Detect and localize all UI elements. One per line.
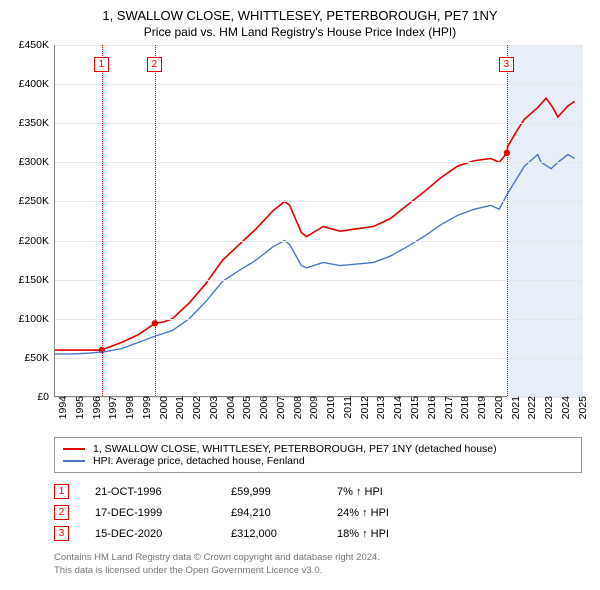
sale-date: 17-DEC-1999 <box>95 507 205 519</box>
x-tick-label: 2021 <box>504 396 522 419</box>
x-tick-label: 2007 <box>269 396 287 419</box>
series-hpi <box>55 155 575 354</box>
sale-marker: 2 <box>147 57 162 72</box>
y-tick-label: £50K <box>24 352 55 364</box>
x-tick-label: 2010 <box>319 396 337 419</box>
y-tick-label: £200K <box>19 235 55 247</box>
legend-item: 1, SWALLOW CLOSE, WHITTLESEY, PETERBOROU… <box>63 443 573 455</box>
footer-line-2: This data is licensed under the Open Gov… <box>54 565 590 578</box>
x-tick-label: 2020 <box>487 396 505 419</box>
legend-label: 1, SWALLOW CLOSE, WHITTLESEY, PETERBOROU… <box>93 443 497 455</box>
title-address: 1, SWALLOW CLOSE, WHITTLESEY, PETERBOROU… <box>10 8 590 23</box>
x-tick-label: 2017 <box>437 396 455 419</box>
sale-marker-cell: 2 <box>54 505 69 520</box>
x-tick-label: 2013 <box>369 396 387 419</box>
title-block: 1, SWALLOW CLOSE, WHITTLESEY, PETERBOROU… <box>10 8 590 39</box>
x-tick-label: 2025 <box>571 396 589 419</box>
sale-price: £312,000 <box>231 528 311 540</box>
footer: Contains HM Land Registry data © Crown c… <box>54 552 590 578</box>
series-subject <box>55 98 575 350</box>
x-tick-label: 2012 <box>353 396 371 419</box>
sales-table: 1 21-OCT-1996 £59,999 7% ↑ HPI 2 17-DEC-1999 £… <box>54 481 574 544</box>
x-tick-label: 2022 <box>520 396 538 419</box>
chart-container: 1, SWALLOW CLOSE, WHITTLESEY, PETERBOROU… <box>0 0 600 590</box>
sale-row: 1 21-OCT-1996 £59,999 7% ↑ HPI <box>54 481 574 502</box>
legend: 1, SWALLOW CLOSE, WHITTLESEY, PETERBOROU… <box>54 437 582 473</box>
x-tick-label: 2014 <box>386 396 404 419</box>
x-tick-label: 1999 <box>135 396 153 419</box>
sale-marker: 3 <box>499 57 514 72</box>
x-tick-label: 2009 <box>302 396 320 419</box>
chart-svg <box>55 45 582 396</box>
x-tick-label: 2015 <box>403 396 421 419</box>
y-tick-label: £250K <box>19 195 55 207</box>
y-tick-label: £400K <box>19 78 55 90</box>
legend-swatch <box>63 460 85 462</box>
legend-swatch <box>63 448 85 450</box>
y-tick-label: £350K <box>19 117 55 129</box>
x-tick-label: 2008 <box>286 396 304 419</box>
x-tick-label: 1996 <box>85 396 103 419</box>
y-tick-label: £450K <box>19 39 55 51</box>
x-tick-label: 2011 <box>336 396 354 419</box>
x-tick-label: 2023 <box>537 396 555 419</box>
sale-price: £59,999 <box>231 486 311 498</box>
x-tick-label: 1994 <box>51 396 69 419</box>
sale-marker-cell: 3 <box>54 526 69 541</box>
x-tick-label: 2003 <box>202 396 220 419</box>
x-tick-label: 1995 <box>68 396 86 419</box>
sale-marker: 1 <box>94 57 109 72</box>
x-tick-label: 2019 <box>470 396 488 419</box>
x-tick-label: 2005 <box>235 396 253 419</box>
sale-diff: 24% ↑ HPI <box>337 507 447 519</box>
footer-line-1: Contains HM Land Registry data © Crown c… <box>54 552 590 565</box>
sale-row: 2 17-DEC-1999 £94,210 24% ↑ HPI <box>54 502 574 523</box>
sale-diff: 7% ↑ HPI <box>337 486 447 498</box>
y-tick-label: £300K <box>19 156 55 168</box>
sale-price: £94,210 <box>231 507 311 519</box>
sale-date: 21-OCT-1996 <box>95 486 205 498</box>
x-tick-label: 2006 <box>252 396 270 419</box>
x-tick-label: 1997 <box>101 396 119 419</box>
chart: £0£50K£100K£150K£200K£250K£300K£350K£400… <box>54 45 582 425</box>
legend-label: HPI: Average price, detached house, Fenl… <box>93 455 305 467</box>
y-tick-label: £100K <box>19 313 55 325</box>
x-tick-label: 2024 <box>554 396 572 419</box>
x-tick-label: 2002 <box>185 396 203 419</box>
legend-item: HPI: Average price, detached house, Fenl… <box>63 455 573 467</box>
x-tick-label: 2016 <box>420 396 438 419</box>
y-tick-label: £150K <box>19 274 55 286</box>
title-subtitle: Price paid vs. HM Land Registry's House … <box>10 25 590 39</box>
sale-row: 3 15-DEC-2020 £312,000 18% ↑ HPI <box>54 523 574 544</box>
plot-area: £0£50K£100K£150K£200K£250K£300K£350K£400… <box>54 45 582 397</box>
sale-date: 15-DEC-2020 <box>95 528 205 540</box>
sale-diff: 18% ↑ HPI <box>337 528 447 540</box>
sale-marker-cell: 1 <box>54 484 69 499</box>
x-tick-label: 2018 <box>453 396 471 419</box>
x-tick-label: 2004 <box>219 396 237 419</box>
x-tick-label: 1998 <box>118 396 136 419</box>
x-tick-label: 2000 <box>152 396 170 419</box>
x-tick-label: 2001 <box>168 396 186 419</box>
